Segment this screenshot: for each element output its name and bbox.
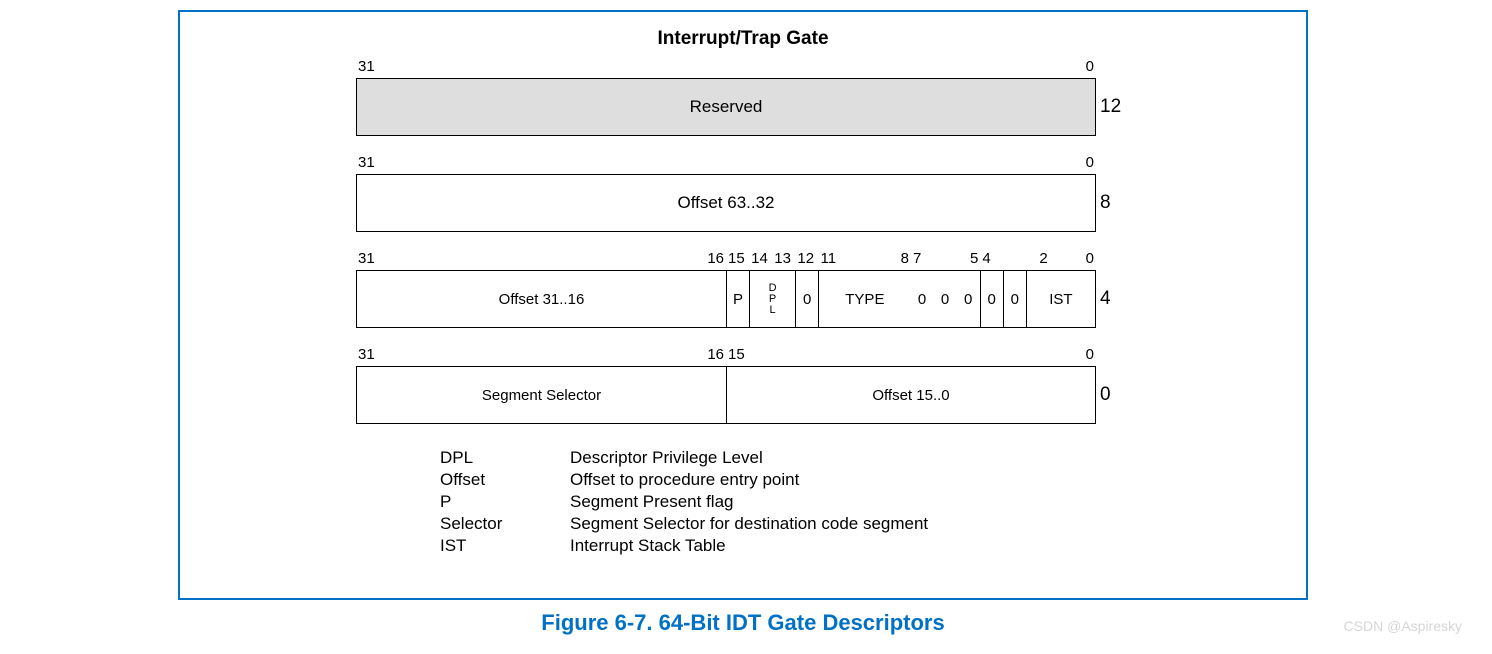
field-cell: DPL bbox=[749, 271, 795, 327]
bit-label: 16 bbox=[707, 346, 724, 363]
bit-label: 14 bbox=[751, 250, 768, 267]
bit-label: 13 bbox=[774, 250, 791, 267]
bit-label: 2 bbox=[1039, 250, 1047, 267]
field-row: Offset 31..16PDPL0TYPE00000IST4 bbox=[356, 270, 1136, 328]
legend-row: PSegment Present flag bbox=[440, 492, 928, 512]
bit-label: 5 bbox=[970, 250, 978, 267]
field-cell: TYPE bbox=[818, 271, 910, 327]
descriptor-row: 31 0 Reserved12 bbox=[356, 58, 1136, 136]
field-row: Segment SelectorOffset 15..00 bbox=[356, 366, 1136, 424]
field-cell: 0 bbox=[980, 271, 1003, 327]
bit-labels: 31 0 bbox=[356, 58, 1096, 78]
field-cell: Offset 15..0 bbox=[726, 367, 1095, 423]
bit-label: 0 bbox=[1086, 250, 1094, 267]
field-row: Reserved12 bbox=[356, 78, 1136, 136]
row-box: Offset 63..32 bbox=[356, 174, 1096, 232]
legend-desc: Offset to procedure entry point bbox=[570, 470, 799, 490]
bit-label: 8 bbox=[901, 250, 909, 267]
legend-desc: Segment Present flag bbox=[570, 492, 733, 512]
byte-offset-label: 0 bbox=[1096, 366, 1126, 424]
bit-label: 7 bbox=[913, 250, 921, 267]
bit-label: 4 bbox=[982, 250, 990, 267]
figure-caption: Figure 6-7. 64-Bit IDT Gate Descriptors bbox=[178, 610, 1308, 636]
byte-offset-label: 8 bbox=[1096, 174, 1126, 232]
field-cell: 0 bbox=[795, 271, 818, 327]
legend-term: P bbox=[440, 492, 570, 512]
row-box: Segment SelectorOffset 15..0 bbox=[356, 366, 1096, 424]
bit-label: 15 bbox=[728, 346, 745, 363]
field-cell: 0 bbox=[957, 271, 980, 327]
bit-labels: 31 0 bbox=[356, 154, 1096, 174]
bit-label: 16 bbox=[707, 250, 724, 267]
bit-label: 0 bbox=[1086, 154, 1094, 171]
descriptor-row: 31 0 Offset 63..328 bbox=[356, 154, 1136, 232]
bit-label: 31 bbox=[358, 346, 375, 363]
bit-label: 15 bbox=[728, 250, 745, 267]
bit-label: 31 bbox=[358, 154, 375, 171]
row-box: Offset 31..16PDPL0TYPE00000IST bbox=[356, 270, 1096, 328]
bit-label: 0 bbox=[1086, 58, 1094, 75]
bit-label: 12 bbox=[797, 250, 814, 267]
legend-desc: Interrupt Stack Table bbox=[570, 536, 726, 556]
legend-row: DPLDescriptor Privilege Level bbox=[440, 448, 928, 468]
watermark: CSDN @Aspiresky bbox=[1344, 618, 1462, 634]
dpl-stack: DPL bbox=[769, 283, 777, 316]
field-cell: Segment Selector bbox=[357, 367, 726, 423]
field-cell: P bbox=[726, 271, 749, 327]
legend-term: Offset bbox=[440, 470, 570, 490]
field-cell: 0 bbox=[910, 271, 933, 327]
bit-label: 31 bbox=[358, 58, 375, 75]
legend-term: IST bbox=[440, 536, 570, 556]
legend-row: OffsetOffset to procedure entry point bbox=[440, 470, 928, 490]
field-cell: Offset 31..16 bbox=[357, 271, 726, 327]
bit-label: 0 bbox=[1086, 346, 1094, 363]
legend: DPLDescriptor Privilege LevelOffsetOffse… bbox=[440, 448, 928, 558]
bit-label: 31 bbox=[358, 250, 375, 267]
byte-offset-label: 4 bbox=[1096, 270, 1126, 328]
row-box: Reserved bbox=[356, 78, 1096, 136]
legend-row: SelectorSegment Selector for destination… bbox=[440, 514, 928, 534]
bit-labels: 31 1615 0 bbox=[356, 346, 1096, 366]
figure-title: Interrupt/Trap Gate bbox=[178, 28, 1308, 50]
field-cell: 0 bbox=[934, 271, 957, 327]
bit-labels: 31 1615 14 13 12 11 87 54 2 0 bbox=[356, 250, 1096, 270]
byte-offset-label: 12 bbox=[1096, 78, 1126, 136]
legend-row: ISTInterrupt Stack Table bbox=[440, 536, 928, 556]
field-row: Offset 63..328 bbox=[356, 174, 1136, 232]
field-cell: 0 bbox=[1003, 271, 1026, 327]
descriptor-row: 31161514131211875420Offset 31..16PDPL0TY… bbox=[356, 250, 1136, 328]
legend-desc: Segment Selector for destination code se… bbox=[570, 514, 928, 534]
legend-desc: Descriptor Privilege Level bbox=[570, 448, 763, 468]
legend-term: DPL bbox=[440, 448, 570, 468]
legend-term: Selector bbox=[440, 514, 570, 534]
descriptor-row: 3116150Segment SelectorOffset 15..00 bbox=[356, 346, 1136, 424]
field-cell: IST bbox=[1026, 271, 1095, 327]
bit-label: 11 bbox=[821, 250, 837, 267]
